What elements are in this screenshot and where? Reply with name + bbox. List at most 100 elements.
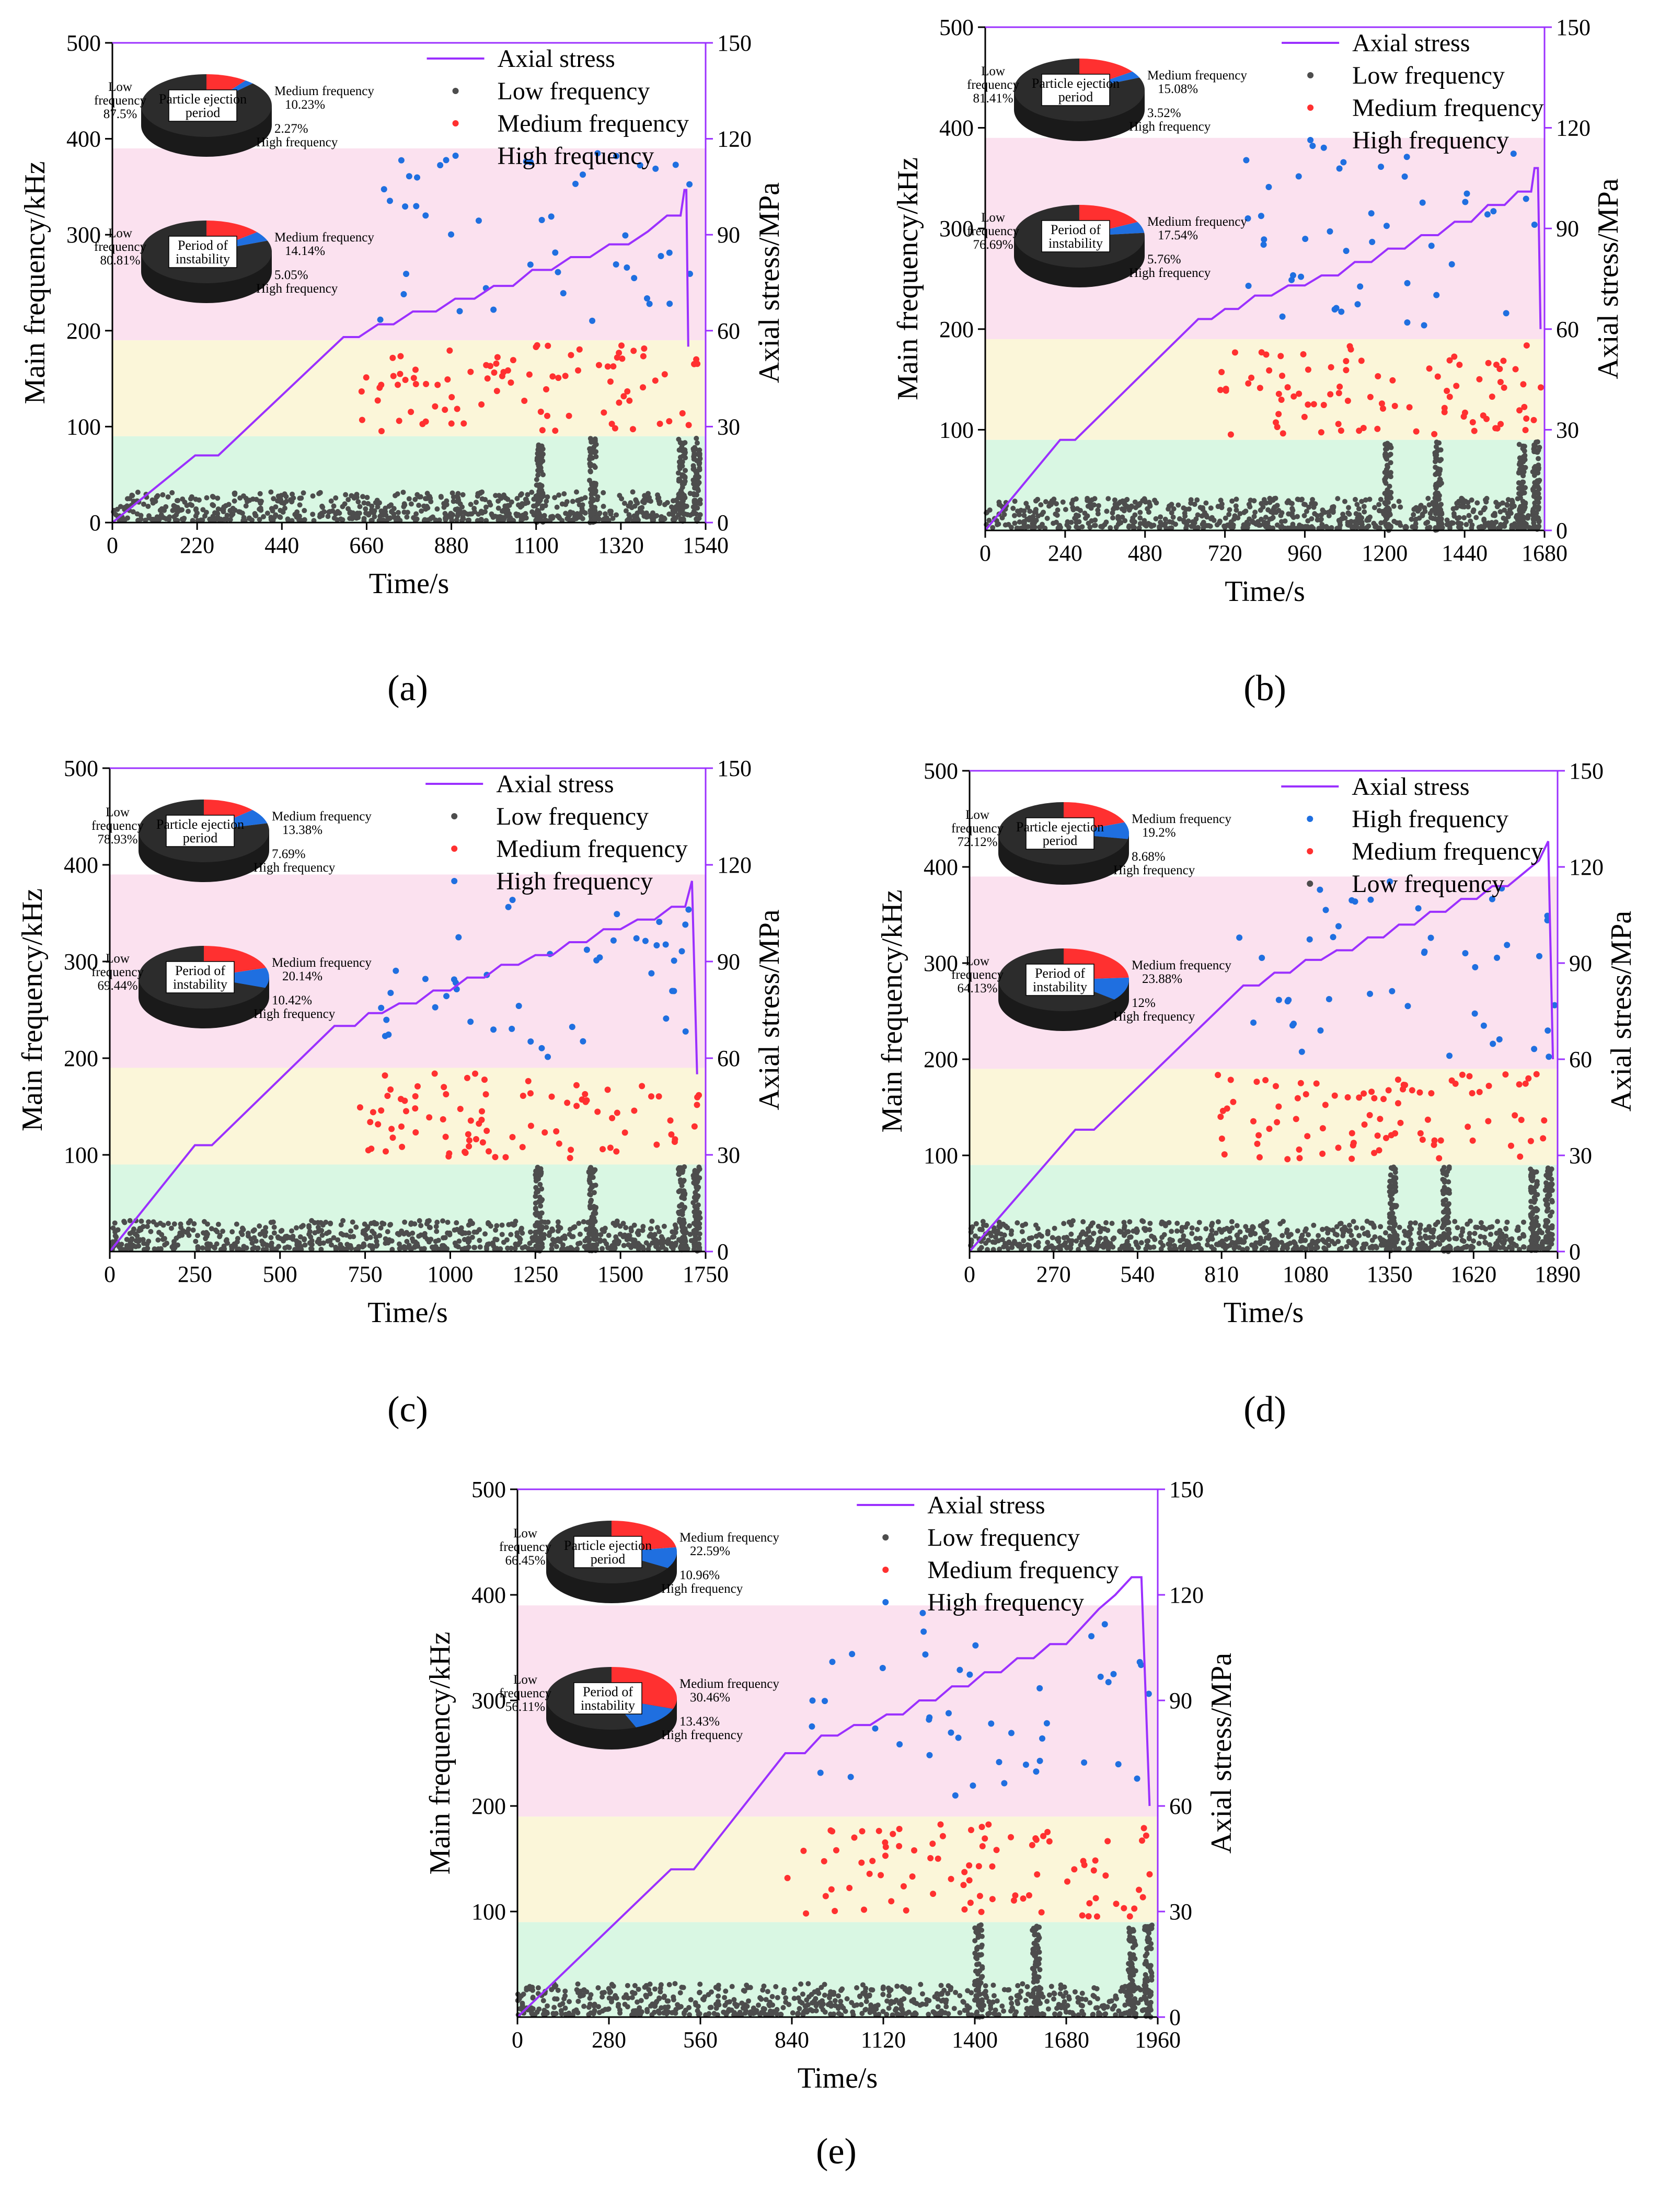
medium-frequency-point [434,381,441,388]
low-frequency-point [1455,1225,1460,1231]
low-frequency-point [1021,1238,1027,1244]
high-frequency-point [596,954,603,961]
low-frequency-point [935,2004,941,2010]
low-frequency-point [374,1221,379,1227]
low-frequency-point [697,1225,702,1231]
low-frequency-point [554,1244,559,1249]
low-frequency-point [1009,1228,1015,1234]
low-frequency-point [1509,498,1515,504]
low-frequency-point [1522,523,1528,528]
medium-frequency-point [1360,425,1367,432]
medium-frequency-point [1361,1121,1368,1128]
medium-frequency-point [641,345,648,352]
high-frequency-point [642,937,649,944]
x-tick-label: 270 [1036,1261,1071,1287]
low-frequency-point [676,1169,682,1175]
high-frequency-point [622,232,629,239]
low-frequency-point [1177,516,1182,522]
low-frequency-point [1518,516,1524,522]
low-frequency-point [234,1239,240,1245]
medium-frequency-point [555,375,562,381]
medium-frequency-point [1385,1087,1392,1094]
pie-label-name: frequency [967,78,1019,92]
low-frequency-point [601,504,606,509]
low-frequency-point [1169,1229,1174,1234]
y-tick-label: 100 [66,414,101,439]
high-frequency-point [1378,164,1385,170]
low-frequency-point [203,1231,209,1237]
medium-frequency-point [616,399,623,406]
low-frequency-point [632,1242,638,1248]
low-frequency-point [1158,514,1163,520]
pie-label-value: 10.42% [272,993,312,1007]
high-frequency-point [1285,997,1292,1003]
high-frequency-point [448,231,455,238]
medium-frequency-point [467,368,474,375]
medium-frequency-point [626,397,633,404]
low-frequency-point [1283,1243,1288,1248]
high-frequency-point [1489,896,1495,902]
low-frequency-point [679,473,685,479]
low-frequency-point [696,450,701,456]
low-frequency-point [383,1236,388,1242]
low-frequency-point [676,1237,682,1243]
pie-slice [1064,822,1130,839]
high-frequency-point [413,203,420,210]
medium-frequency-point [383,1148,389,1155]
low-frequency-point [1064,1245,1069,1251]
medium-frequency-point [1436,1155,1443,1162]
low-frequency-point [309,1246,315,1252]
low-frequency-point [1098,1229,1103,1234]
pie-label-name: High frequency [256,282,338,296]
medium-frequency-point [442,407,448,413]
low-frequency-point [1145,506,1150,512]
low-frequency-point [606,517,612,523]
low-frequency-point [1036,524,1042,530]
low-frequency-point [141,501,146,507]
medium-frequency-point [1451,353,1458,360]
low-frequency-point [340,1218,346,1223]
low-frequency-point [351,1234,356,1240]
medium-frequency-point [397,370,404,377]
y2-tick-label: 150 [1569,758,1604,784]
y2-axis-label: Axial stress/MPa [753,182,786,383]
medium-frequency-point [502,1154,509,1161]
low-frequency-point [1138,1240,1144,1246]
high-frequency-point [1433,292,1440,298]
legend-entry: High frequency [1352,126,1509,154]
low-frequency-point [534,1243,540,1248]
low-frequency-point [1010,505,1016,511]
medium-frequency-point [1431,431,1438,437]
low-frequency-point [1285,525,1291,531]
low-frequency-point [393,493,398,499]
high-frequency-point [538,1045,545,1051]
panel-label: (c) [387,1389,428,1430]
medium-frequency-point [594,1108,601,1115]
low-frequency-point [431,1246,436,1252]
low-frequency-point [373,500,378,505]
low-frequency-point [1416,1230,1422,1236]
x-axis-label: Time/s [1224,1296,1304,1329]
low-frequency-point [539,1219,545,1224]
axial-stress-line [984,167,1542,531]
low-frequency-point [610,1221,616,1226]
low-frequency-point [587,1248,593,1254]
low-frequency-point [697,460,702,466]
low-frequency-point [1444,1214,1450,1220]
low-frequency-point [640,1244,646,1250]
low-frequency-point [1082,515,1088,521]
low-frequency-point [418,1232,424,1238]
medium-frequency-point [630,348,637,354]
high-frequency-point [1367,990,1374,997]
pie-chart-1: Particle ejectionperiodLowfrequency72.12… [951,802,1231,885]
low-frequency-point [691,509,697,515]
low-frequency-point [408,501,414,507]
low-frequency-point [679,459,685,465]
medium-frequency-point [520,1092,526,1099]
low-frequency-point [1530,1223,1536,1229]
low-frequency-point [1167,1237,1173,1243]
low-frequency-point [466,1236,471,1242]
low-frequency-point [204,495,210,501]
low-frequency-point [155,1246,161,1252]
high-frequency-point [572,180,579,187]
